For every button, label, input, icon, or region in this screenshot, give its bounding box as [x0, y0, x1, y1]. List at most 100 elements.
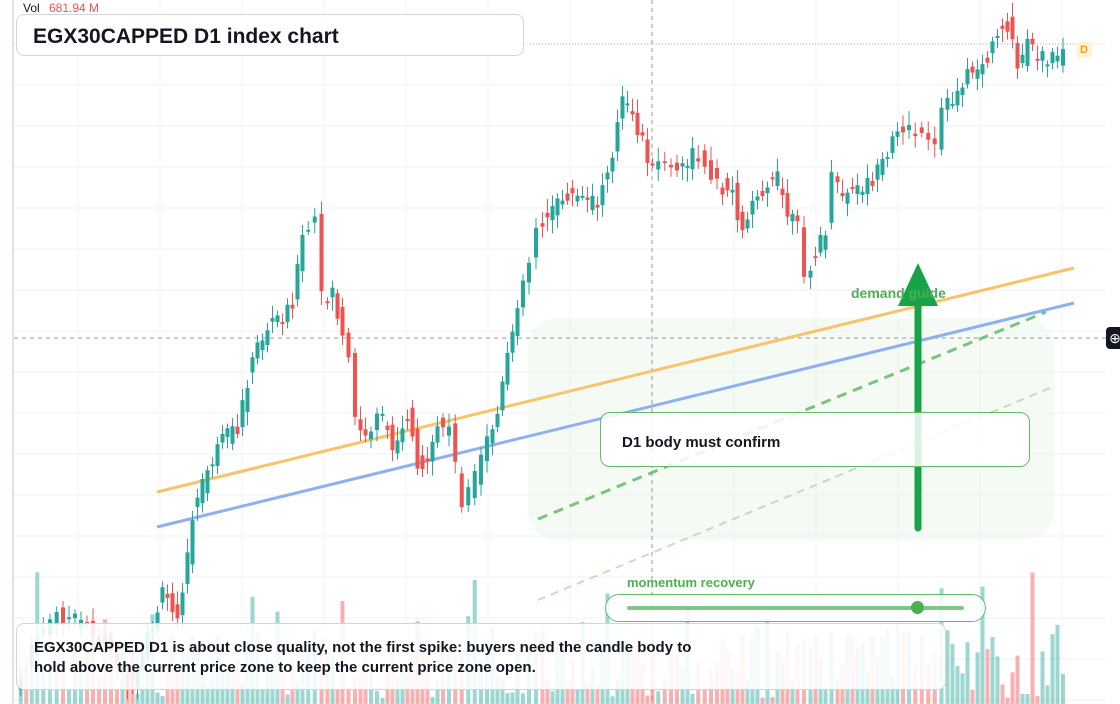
candle-body — [610, 157, 615, 172]
candle-body — [860, 191, 865, 195]
candle-body — [325, 301, 330, 304]
crosshair-plus-icon[interactable]: ⊕ — [1106, 327, 1120, 349]
candle-body — [765, 187, 770, 194]
volume-bar — [745, 679, 750, 704]
candle-body — [818, 235, 823, 253]
candle-body — [73, 613, 77, 619]
volume-bar — [702, 684, 707, 704]
candle-body — [230, 426, 235, 444]
volume-bar — [975, 652, 980, 704]
candle-body — [1061, 49, 1065, 66]
candle-body — [600, 185, 605, 206]
candle-body — [180, 592, 185, 616]
candle-body — [960, 87, 965, 95]
volume-bar — [430, 697, 435, 704]
candle-body — [395, 440, 400, 454]
momentum-slider-knob[interactable] — [910, 601, 924, 614]
candle-body — [755, 196, 760, 201]
volume-bar — [595, 686, 600, 704]
volume-bar — [955, 666, 960, 704]
chart-title: EGX30CAPPED D1 index chart — [33, 25, 339, 48]
volume-bar — [380, 697, 385, 704]
candle-body — [190, 520, 195, 565]
candle-body — [939, 107, 944, 150]
candle-body — [555, 198, 560, 216]
candle-body — [870, 180, 875, 186]
volume-bar — [770, 697, 775, 704]
candle-body — [650, 163, 655, 166]
momentum-slider[interactable] — [605, 594, 986, 622]
candle-body — [363, 429, 368, 436]
volume-bar — [67, 688, 71, 704]
candle-body — [405, 419, 410, 422]
candle-body — [521, 280, 525, 308]
commentary-text: EGX30CAPPED D1 is about close quality, n… — [34, 639, 692, 676]
volume-bar — [970, 689, 975, 704]
commentary-box: EGX30CAPPED D1 is about close quality, n… — [16, 623, 946, 690]
timeframe-badge[interactable]: D — [1076, 42, 1092, 58]
candle-body — [840, 193, 845, 197]
candle-body — [260, 340, 265, 351]
candle-body — [813, 256, 818, 259]
candle-body — [570, 188, 575, 194]
candle-body — [615, 122, 620, 152]
candle-body — [319, 214, 324, 292]
candle-body — [275, 315, 280, 322]
candle-body — [835, 176, 840, 183]
volume-bar — [521, 693, 525, 704]
volume-bar — [1015, 655, 1020, 704]
volume-bar — [260, 688, 265, 704]
candle-body — [155, 612, 160, 629]
volume-bar — [160, 695, 165, 704]
volume-bar — [550, 691, 555, 704]
candle-body — [515, 308, 520, 337]
volume-bar — [662, 678, 667, 704]
momentum-slider-track[interactable] — [627, 606, 964, 610]
volume-bar — [205, 685, 210, 704]
candle-body — [240, 400, 245, 428]
candle-body — [675, 162, 679, 171]
candle-body — [625, 103, 630, 106]
candle-body — [656, 161, 661, 170]
candle-body — [550, 206, 555, 221]
candle-body — [696, 158, 701, 162]
candle-body — [210, 464, 215, 467]
candle-body — [335, 293, 340, 319]
volume-bar — [1030, 572, 1035, 704]
candle-body — [640, 132, 645, 136]
volume-bar — [985, 649, 990, 704]
candle-body — [945, 97, 950, 110]
volume-bar — [1000, 684, 1005, 704]
candle-body — [995, 35, 1000, 38]
candle-body — [735, 182, 740, 221]
volume-bar — [1025, 693, 1030, 704]
candle-body — [730, 189, 735, 193]
candle-body — [685, 165, 690, 168]
candle-body — [1010, 16, 1015, 40]
candle-body — [490, 429, 495, 444]
candle-body — [740, 211, 745, 231]
candle-body — [534, 227, 538, 258]
candle-body — [375, 413, 379, 431]
candle-body — [560, 200, 565, 205]
candle-body — [54, 611, 59, 625]
volume-bar — [1050, 634, 1055, 704]
volume-bar — [960, 673, 965, 704]
candle-body — [340, 307, 345, 336]
volume-bar — [645, 695, 650, 704]
candle-body — [472, 471, 477, 499]
candle-body — [709, 160, 713, 180]
candle-body — [580, 195, 585, 198]
candle-body — [215, 444, 220, 466]
candle-body — [280, 322, 285, 325]
candle-body — [919, 127, 924, 133]
candle-body — [985, 57, 990, 63]
candle-body — [750, 200, 755, 215]
volume-bar — [140, 686, 145, 704]
candle-body — [500, 381, 505, 411]
candle-body — [415, 428, 420, 469]
candle-body — [245, 388, 250, 412]
candle-body — [510, 331, 515, 353]
candle-body — [970, 66, 975, 73]
candle-body — [479, 454, 483, 485]
